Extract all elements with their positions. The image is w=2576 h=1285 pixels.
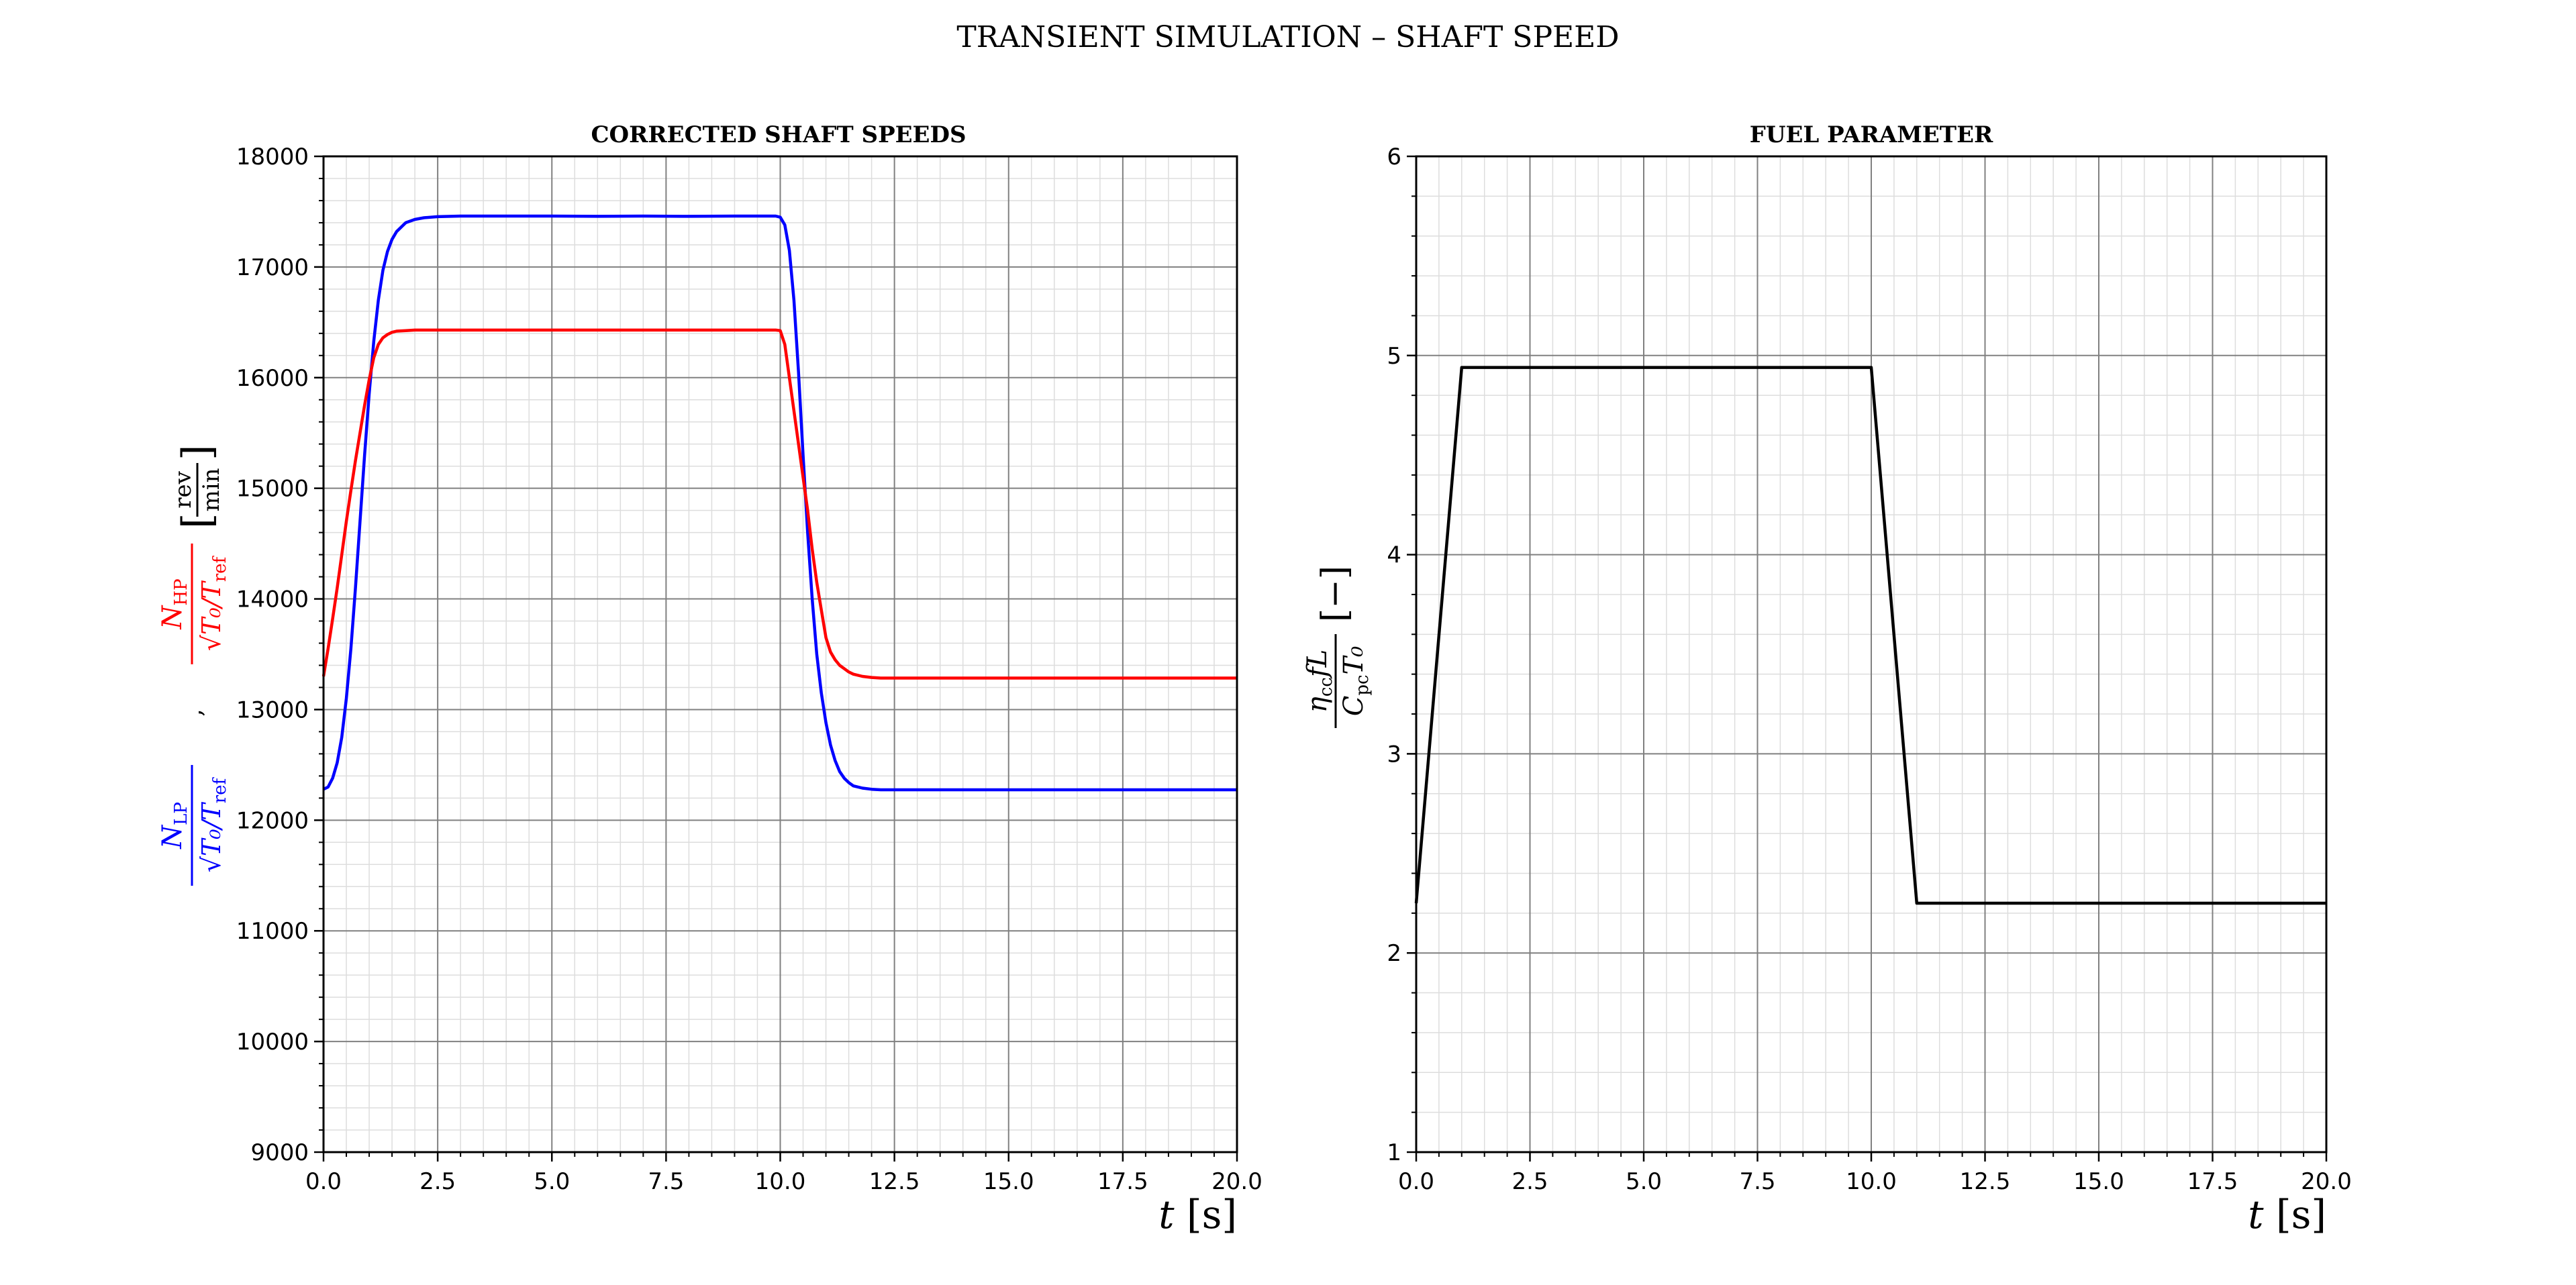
ylabel-hp-denominator: √T₀/Tref bbox=[197, 555, 230, 651]
y-tick-label: 2 bbox=[1387, 940, 1401, 967]
ylabel-hp-fraction: NHP √T₀/Tref bbox=[157, 544, 230, 664]
grid-shaft-speeds bbox=[323, 156, 1238, 1153]
x-tick-label: 7.5 bbox=[1739, 1168, 1775, 1195]
ylabel-shaft-speeds: NLP √T₀/Tref , NHP √T₀/Tref [ rev min ] bbox=[157, 445, 230, 886]
ylabel-separator: , bbox=[180, 709, 207, 716]
ylabel-unit: [ rev min ] bbox=[170, 445, 225, 529]
ylabel-lp-fraction: NLP √T₀/Tref bbox=[157, 765, 230, 886]
y-tick-label: 9000 bbox=[250, 1139, 309, 1166]
y-tick-label: 5 bbox=[1387, 343, 1401, 370]
series-line-hp bbox=[321, 328, 1237, 680]
y-tick-label: 6 bbox=[1387, 144, 1401, 170]
y-tick-label: 1 bbox=[1387, 1139, 1401, 1166]
ylabel-unit-bracket-right: ] bbox=[174, 445, 221, 460]
x-tick-label: 20.0 bbox=[2301, 1168, 2352, 1195]
x-tick-label: 12.5 bbox=[869, 1168, 920, 1195]
series-group-fuel-parameter bbox=[1414, 366, 2326, 905]
y-tick-label: 3 bbox=[1387, 741, 1401, 768]
y-tick-label: 4 bbox=[1387, 542, 1401, 569]
x-tick-label: 10.0 bbox=[1846, 1168, 1897, 1195]
x-tick-label: 12.5 bbox=[1960, 1168, 2011, 1195]
y-tick-label: 11000 bbox=[236, 918, 309, 945]
x-tick-label: 15.0 bbox=[2073, 1168, 2124, 1195]
panel-fuel-parameter: FUEL PARAMETER 0.0 2.5 5.0 7.5 10.0 12.5 15.0 1… bbox=[1302, 121, 2352, 1237]
x-tick-label: 17.5 bbox=[2187, 1168, 2238, 1195]
x-tick-label: 15.0 bbox=[983, 1168, 1034, 1195]
y-tick-label: 13000 bbox=[236, 697, 309, 723]
xlabel-unit: [s] bbox=[2276, 1192, 2326, 1237]
x-tick-label: 0.0 bbox=[1398, 1168, 1434, 1195]
xlabel-shaft-speeds: t [s] bbox=[1158, 1192, 1237, 1237]
x-tick-label: 2.5 bbox=[419, 1168, 456, 1195]
xlabel-fuel-parameter: t [s] bbox=[2248, 1192, 2326, 1237]
ylabel-hp-numerator: NHP bbox=[157, 578, 191, 629]
ylabel-unit-numerator: rev bbox=[170, 470, 197, 508]
ylabel-lp-denominator: √T₀/Tref bbox=[197, 776, 230, 872]
ylabel-fuel-parameter: ηccfL CpcT₀ [−] bbox=[1302, 566, 1373, 728]
x-tick-label: 5.0 bbox=[1626, 1168, 1662, 1195]
series-line-lp bbox=[323, 214, 1237, 792]
x-tick-label: 2.5 bbox=[1512, 1168, 1548, 1195]
ylabel-fuel-numerator: ηccfL bbox=[1302, 650, 1336, 713]
ticks-shaft-speeds: 0.0 2.5 5.0 7.5 10.0 12.5 15.0 17.5 20.0 9000 1000… bbox=[236, 144, 1262, 1195]
ylabel-unit-denominator: min bbox=[198, 468, 225, 511]
panel-shaft-speeds: CORRECTED SHAFT SPEEDS 0.0 2.5 5.0 7.5 10.0 1… bbox=[157, 121, 1262, 1237]
figure-title: TRANSIENT SIMULATION – SHAFT SPEED bbox=[956, 20, 1619, 54]
ylabel-fuel-unit: [−] bbox=[1315, 566, 1355, 622]
panel-title-shaft-speeds: CORRECTED SHAFT SPEEDS bbox=[591, 121, 966, 148]
ticks-fuel-parameter: 0.0 2.5 5.0 7.5 10.0 12.5 15.0 17.5 20.0 1 2 3 4 5 6 bbox=[1387, 144, 2351, 1195]
panel-title-fuel-parameter: FUEL PARAMETER bbox=[1750, 121, 1993, 148]
x-tick-label: 17.5 bbox=[1097, 1168, 1148, 1195]
y-tick-label: 16000 bbox=[236, 365, 309, 392]
xlabel-var: t bbox=[2248, 1192, 2264, 1237]
xlabel-var: t bbox=[1158, 1192, 1175, 1237]
x-tick-label: 5.0 bbox=[534, 1168, 570, 1195]
y-tick-label: 10000 bbox=[236, 1029, 309, 1056]
xlabel-unit: [s] bbox=[1187, 1192, 1237, 1237]
x-tick-label: 0.0 bbox=[305, 1168, 342, 1195]
x-tick-label: 20.0 bbox=[1211, 1168, 1262, 1195]
grid-fuel-parameter bbox=[1416, 156, 2327, 1153]
y-tick-label: 15000 bbox=[236, 476, 309, 503]
series-group-shaft-speeds bbox=[321, 214, 1237, 792]
series-line-fuel bbox=[1414, 366, 2326, 905]
x-tick-label: 10.0 bbox=[755, 1168, 806, 1195]
ylabel-fuel-denominator: CpcT₀ bbox=[1338, 646, 1373, 717]
x-tick-label: 7.5 bbox=[648, 1168, 684, 1195]
ylabel-unit-bracket-left: [ bbox=[174, 513, 221, 529]
y-tick-label: 17000 bbox=[236, 254, 309, 281]
y-tick-label: 14000 bbox=[236, 586, 309, 613]
y-tick-label: 12000 bbox=[236, 807, 309, 834]
ylabel-lp-numerator: NLP bbox=[157, 802, 191, 850]
y-tick-label: 18000 bbox=[236, 144, 309, 170]
